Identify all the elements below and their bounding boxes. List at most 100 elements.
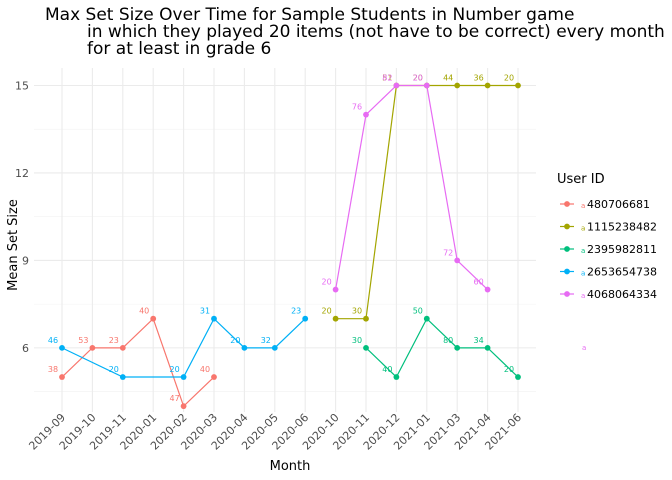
data-point	[119, 374, 126, 380]
legend-key-point	[564, 201, 570, 207]
chart-title-line: Max Set Size Over Time for Sample Studen…	[45, 5, 574, 25]
legend-key-point	[564, 223, 570, 230]
data-label: 46	[48, 336, 58, 345]
data-label: 20	[322, 278, 332, 287]
chart-title-line: for at least in grade 6	[87, 39, 271, 59]
data-point	[454, 257, 461, 264]
data-label: 60	[474, 278, 484, 287]
data-label: 36	[474, 73, 484, 82]
legend-key-text-glyph: a	[581, 270, 585, 278]
x-axis-title: Month	[270, 459, 311, 474]
legend-key-point	[564, 268, 570, 275]
data-label: 40	[139, 307, 149, 316]
data-label: 40	[200, 365, 210, 374]
data-label: 76	[352, 103, 362, 112]
data-label: 82	[382, 73, 392, 82]
data-point	[363, 344, 369, 351]
data-label: 20	[504, 73, 514, 82]
data-label: 40	[382, 365, 392, 374]
data-label: 53	[78, 336, 88, 345]
data-point	[393, 374, 400, 380]
legend-title: User ID	[557, 172, 605, 187]
legend-label: 2653654738	[587, 266, 657, 279]
data-label: 80	[443, 336, 453, 345]
data-label: 23	[291, 307, 301, 316]
series-line	[335, 84, 489, 290]
data-label: 20	[109, 365, 119, 374]
data-point	[484, 82, 491, 89]
data-point	[241, 344, 248, 351]
data-point	[454, 344, 461, 351]
data-point	[332, 315, 339, 322]
legend-label: 480706681	[587, 198, 650, 211]
data-point	[515, 82, 521, 89]
series-line	[61, 317, 215, 408]
y-tick-label: 6	[22, 342, 29, 355]
legend-label: 2395982811	[587, 243, 657, 256]
legend-key-text-glyph: a	[581, 247, 585, 255]
data-point	[332, 286, 339, 293]
series-line	[365, 317, 519, 379]
data-point	[484, 344, 491, 351]
chart-title: Max Set Size Over Time for Sample Studen…	[45, 5, 665, 59]
grid-major	[34, 68, 536, 412]
series-lines	[61, 84, 519, 408]
legend-label: 1115238482	[587, 221, 657, 234]
data-point	[302, 315, 309, 322]
x-axis-ticks: 2019-092019-102019-112020-012020-022020-…	[26, 411, 524, 453]
data-point	[363, 315, 369, 322]
data-label: 47	[170, 394, 180, 403]
data-point	[119, 344, 126, 351]
legend-key-text-glyph: a	[581, 225, 585, 233]
data-label: 20	[413, 73, 423, 82]
chart-title-line: in which they played 20 items (not have …	[87, 22, 665, 42]
data-point	[59, 344, 65, 351]
legend-key-point	[564, 291, 570, 297]
data-label: 32	[261, 336, 271, 345]
data-label: 31	[200, 307, 210, 316]
data-label: 20	[413, 73, 423, 82]
data-point	[363, 111, 369, 118]
data-label: 72	[443, 248, 453, 257]
data-label: 20	[170, 365, 180, 374]
legend-label: 4068064334	[587, 288, 657, 301]
data-label: 30	[352, 307, 362, 316]
y-tick-label: 12	[15, 167, 29, 180]
data-point	[150, 315, 157, 322]
data-label: 50	[413, 307, 423, 316]
data-label: 30	[352, 336, 362, 345]
data-point	[393, 82, 400, 89]
data-point	[59, 374, 65, 380]
data-label: 44	[443, 73, 453, 82]
y-axis-title: Mean Set Size	[6, 199, 21, 291]
data-point	[484, 286, 491, 293]
data-point	[515, 374, 521, 380]
data-label: 20	[504, 365, 514, 374]
data-label: 20	[322, 307, 332, 316]
data-label: 38	[48, 365, 58, 374]
legend-key-text-glyph: a	[581, 202, 585, 210]
data-point	[454, 82, 461, 89]
data-point	[180, 403, 187, 410]
data-labels: 38 53 23 40 47 40 20 30 51 20 44 36 20 30 40 50 80 34 20 46…	[48, 73, 514, 403]
data-point	[89, 344, 96, 351]
data-point	[423, 82, 430, 89]
data-point	[271, 344, 278, 351]
data-point	[211, 374, 217, 380]
y-tick-label: 9	[22, 254, 29, 267]
grid-minor	[34, 128, 536, 392]
data-label: 20	[230, 336, 240, 345]
legend-key-text-glyph: a	[581, 292, 585, 300]
data-point	[423, 315, 430, 322]
data-point	[180, 374, 187, 380]
data-point	[211, 315, 217, 322]
data-label: 23	[109, 336, 119, 345]
y-axis-ticks: 6 9 12 15	[15, 79, 29, 354]
data-label: 51	[382, 73, 392, 82]
y-tick-label: 15	[15, 79, 29, 92]
data-label: 34	[474, 336, 484, 345]
legend-key-point	[564, 246, 570, 252]
legend-key-text-glyph: a	[582, 344, 586, 352]
